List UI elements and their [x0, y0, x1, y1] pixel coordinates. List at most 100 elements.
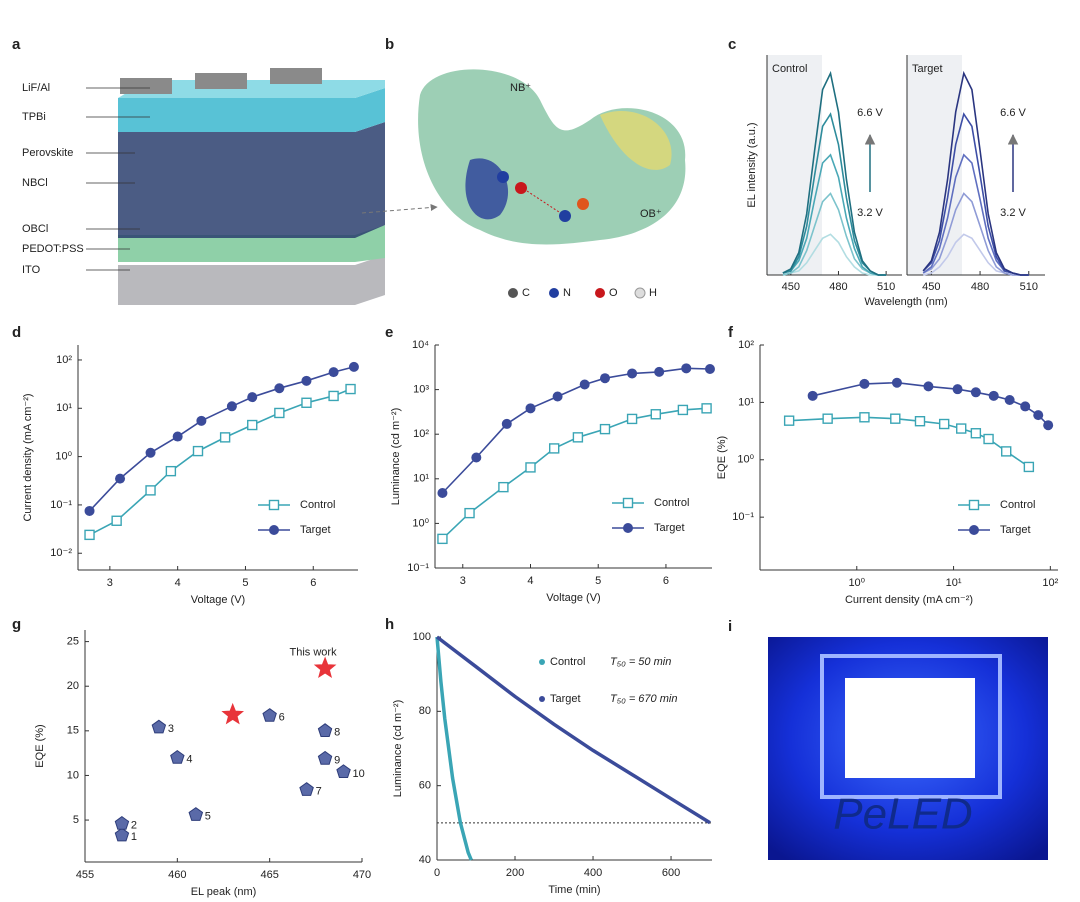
data-point — [328, 390, 339, 402]
legend-marker — [539, 696, 545, 702]
y-tick-label: 10¹ — [56, 402, 72, 414]
data-point — [627, 368, 638, 379]
x-tick-label: 0 — [434, 867, 440, 879]
legend-marker — [969, 525, 979, 535]
ion-label: NB⁺ — [510, 82, 531, 94]
data-point — [952, 384, 963, 395]
x-tick-label: 10² — [1042, 577, 1058, 589]
data-point — [970, 387, 981, 398]
data-point — [471, 452, 482, 463]
data-point — [145, 485, 156, 496]
x-axis-label: Voltage (V) — [191, 594, 245, 606]
legend-marker — [539, 659, 545, 665]
device-frame — [820, 654, 1002, 799]
layer-label: OBCl — [22, 223, 48, 235]
x-tick-label: 470 — [353, 869, 371, 881]
data-point — [701, 403, 712, 414]
data-point — [192, 445, 204, 457]
atom — [497, 171, 509, 183]
series-line — [441, 407, 707, 540]
data-point — [681, 363, 692, 374]
legend-label: Control — [654, 497, 689, 509]
y-tick-label: 60 — [419, 780, 431, 792]
y-tick-label: 10² — [738, 339, 754, 351]
ito-layer — [118, 255, 385, 305]
data-point — [151, 719, 167, 734]
legend-marker — [268, 499, 280, 511]
y-axis-label: Current density (mA cm⁻²) — [22, 393, 34, 521]
data-point — [599, 423, 611, 435]
data-point — [336, 764, 351, 778]
pedot-layer — [118, 225, 385, 262]
x-tick-label: 6 — [663, 575, 669, 587]
panel-a: a — [12, 36, 385, 305]
x-tick-label: 510 — [877, 281, 895, 293]
legend-label: Target — [654, 522, 685, 534]
data-point — [145, 447, 156, 458]
legend-note: T₅₀ = 670 min — [610, 693, 677, 705]
data-point — [274, 383, 285, 394]
data-point — [1020, 401, 1031, 412]
data-point — [654, 366, 665, 377]
series-line — [89, 388, 351, 536]
data-point — [115, 473, 126, 484]
data-point — [1001, 446, 1012, 457]
x-axis-label: Voltage (V) — [546, 592, 600, 604]
point-label: 6 — [279, 712, 285, 724]
esp-surface — [600, 111, 672, 170]
legend-marker — [622, 497, 634, 509]
y-axis-label: EQE (%) — [716, 436, 728, 479]
layer-label: Perovskite — [22, 147, 73, 159]
atom — [577, 198, 589, 210]
x-tick-label: 5 — [595, 575, 601, 587]
x-tick-label: 510 — [1020, 281, 1038, 293]
series-line — [782, 70, 887, 276]
atom-label: H — [649, 287, 657, 299]
legend-label: Control — [1000, 499, 1035, 511]
annotation: 3.2 V — [857, 207, 883, 219]
data-point — [328, 367, 339, 378]
y-axis-label: EL intensity (a.u.) — [746, 122, 758, 207]
emitting-area — [845, 678, 975, 778]
atom-label: C — [522, 287, 530, 299]
point-label: 9 — [334, 754, 340, 766]
series-line — [441, 367, 711, 494]
y-tick-label: 10² — [413, 428, 429, 440]
x-tick-label: 450 — [922, 281, 940, 293]
data-point — [807, 390, 818, 401]
panel-b: b NB⁺ OB⁺ C N O H — [361, 36, 686, 299]
data-point — [247, 392, 258, 403]
x-tick-label: 3 — [107, 577, 113, 589]
data-point — [822, 413, 833, 424]
device-text: PeLED — [833, 790, 972, 839]
y-tick-label: 10⁻¹ — [50, 499, 72, 511]
x-tick-label: 400 — [584, 867, 602, 879]
x-tick-label: 5 — [242, 577, 248, 589]
y-tick-label: 40 — [419, 854, 431, 866]
panel-label: i — [728, 618, 732, 635]
data-point — [501, 418, 512, 429]
panel-label: d — [12, 324, 21, 341]
data-point — [1004, 395, 1015, 406]
data-point — [956, 423, 967, 434]
annotation: 3.2 V — [1000, 207, 1026, 219]
data-point — [650, 409, 661, 420]
layer-label: LiF/Al — [22, 82, 50, 94]
series-line — [435, 636, 473, 861]
panel-label: b — [385, 36, 394, 53]
point-label: 8 — [334, 727, 340, 739]
atom — [515, 182, 527, 194]
data-point — [783, 415, 795, 426]
data-point — [274, 407, 285, 419]
data-point — [525, 462, 536, 473]
point-label: 1 — [131, 831, 137, 843]
legend-label: Control — [300, 499, 335, 511]
x-tick-label: 4 — [175, 577, 181, 589]
panel-label: c — [728, 36, 736, 53]
point-label: 3 — [168, 723, 174, 735]
point-label: 5 — [205, 811, 211, 823]
data-point — [1033, 410, 1044, 421]
x-tick-label: 465 — [260, 869, 278, 881]
data-point — [247, 419, 258, 431]
